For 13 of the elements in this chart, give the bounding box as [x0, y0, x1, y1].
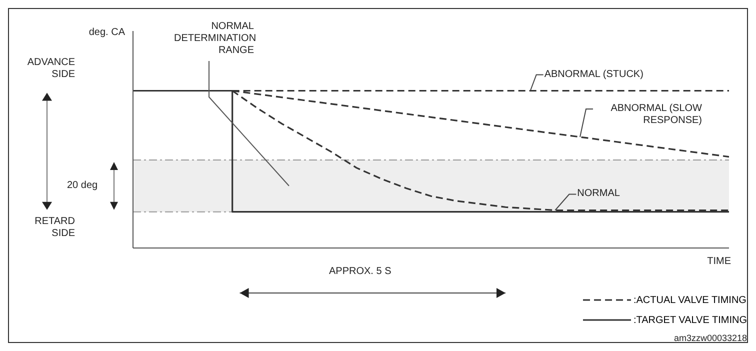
text: am3zzw00033218 — [674, 332, 747, 344]
series-label: NORMAL — [577, 188, 621, 200]
text: APPROX. 5 S — [329, 266, 392, 278]
text: RETARD SIDE — [34, 216, 75, 240]
text: ADVANCE SIDE — [26, 56, 75, 81]
text: 20 deg — [67, 180, 98, 192]
series-label: ABNORMAL (STUCK) — [544, 68, 644, 81]
legend-label: :TARGET VALVE TIMING — [633, 314, 747, 326]
x-axis-title: TIME — [707, 256, 731, 268]
series-label: ABNORMAL (SLOW RESPONSE) — [610, 102, 702, 127]
text: :ACTUAL VALVE TIMING — [633, 294, 746, 306]
band-label: NORMAL DETERMINATION RANGE — [174, 21, 256, 57]
text: deg. CA — [88, 27, 125, 39]
